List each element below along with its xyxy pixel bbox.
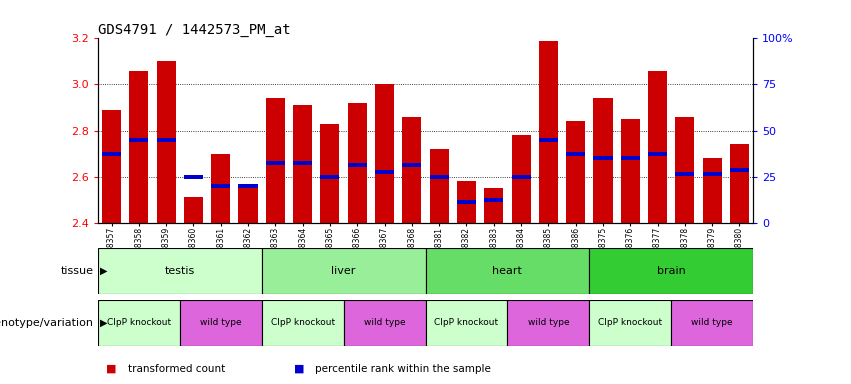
Bar [620,119,640,223]
Bar [129,71,148,223]
Text: wild type: wild type [363,318,405,327]
Bar [484,188,503,223]
Bar [293,161,312,165]
Bar [184,197,203,223]
Bar [648,152,667,156]
Bar [320,175,340,179]
Bar [430,175,448,179]
Text: ▶: ▶ [100,266,107,276]
Bar [348,163,367,167]
Bar [375,84,394,223]
Text: liver: liver [331,266,356,276]
Bar [539,41,558,223]
Text: transformed count: transformed count [128,364,225,374]
Bar [102,152,121,156]
Bar [703,172,722,176]
Text: ClpP knockout: ClpP knockout [271,318,334,327]
Bar [511,175,531,179]
Bar [293,105,312,223]
Text: wild type: wild type [528,318,569,327]
Bar [238,186,258,223]
Bar [539,138,558,142]
Bar [238,184,258,188]
Bar [266,98,285,223]
Bar [344,300,426,346]
Text: percentile rank within the sample: percentile rank within the sample [315,364,491,374]
Text: GDS4791 / 1442573_PM_at: GDS4791 / 1442573_PM_at [98,23,290,37]
Text: ■: ■ [106,364,117,374]
Bar [157,61,175,223]
Bar [671,300,753,346]
Bar [320,124,340,223]
Text: ClpP knockout: ClpP knockout [434,318,499,327]
Bar [375,170,394,174]
Bar [403,117,421,223]
Bar [430,149,448,223]
Bar [184,175,203,179]
Text: genotype/variation: genotype/variation [0,318,94,328]
Bar [457,181,476,223]
Text: ▶: ▶ [100,318,107,328]
Text: brain: brain [657,266,686,276]
Text: ClpP knockout: ClpP knockout [106,318,171,327]
Bar [129,138,148,142]
Bar [426,248,589,294]
Bar [620,156,640,160]
Bar [676,172,694,176]
Bar [266,161,285,165]
Bar [98,300,180,346]
Bar [511,135,531,223]
Bar [211,184,231,188]
Bar [566,121,585,223]
Bar [426,300,507,346]
Bar [484,198,503,202]
Bar [589,300,671,346]
Bar [403,163,421,167]
Bar [593,98,613,223]
Bar [589,248,753,294]
Text: heart: heart [493,266,523,276]
Bar [157,138,175,142]
Text: ClpP knockout: ClpP knockout [598,318,662,327]
Bar [457,200,476,204]
Bar [262,300,344,346]
Bar [348,103,367,223]
Text: tissue: tissue [60,266,94,276]
Text: wild type: wild type [691,318,733,327]
Bar [730,144,749,223]
Text: ■: ■ [294,364,304,374]
Bar [648,71,667,223]
Text: wild type: wild type [200,318,242,327]
Bar [593,156,613,160]
Bar [507,300,589,346]
Bar [730,168,749,172]
Bar [98,248,262,294]
Bar [102,110,121,223]
Text: testis: testis [164,266,195,276]
Bar [676,117,694,223]
Bar [703,158,722,223]
Bar [262,248,426,294]
Bar [180,300,262,346]
Bar [211,154,231,223]
Bar [566,152,585,156]
